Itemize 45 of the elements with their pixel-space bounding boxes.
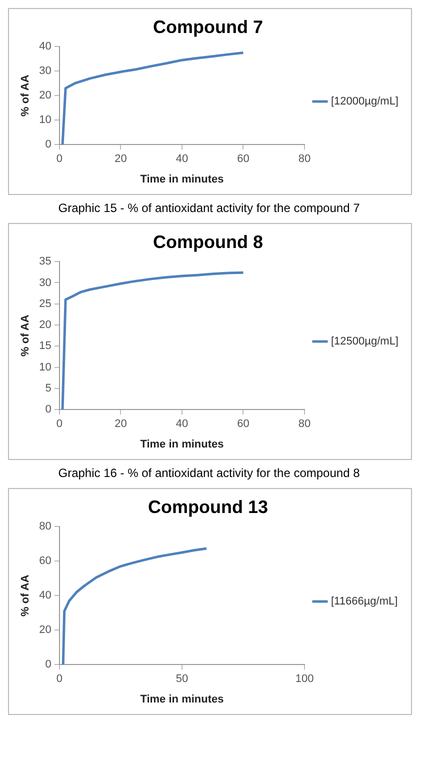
y-axis-title: % of AA [20,74,32,116]
chart-title: Compound 8 [153,232,263,252]
x-axis-title: Time in minutes [140,693,224,706]
x-axis-title: Time in minutes [140,438,224,450]
y-tick-label: 20 [39,319,52,332]
x-tick-label: 40 [176,418,188,430]
y-tick-label: 15 [39,340,52,352]
y-tick-label: 35 [39,256,52,268]
text: Graphic 16 - % of antioxidant activity for the compound 8 [57,466,361,480]
x-tick-label: 100 [295,673,314,686]
y-tick-label: 40 [39,590,52,602]
y-tick-label: 30 [39,276,52,289]
x-tick-label: 80 [298,418,311,430]
x-tick-label: 60 [237,418,250,430]
y-tick-label: 40 [39,40,52,53]
x-tick-label: 20 [114,153,127,166]
y-tick-label: 20 [39,624,52,636]
chart-title: Compound 7 [153,16,263,37]
legend-label: [12000µg/mL] [331,96,398,108]
x-tick-label: 40 [176,153,188,166]
y-tick-label: 0 [45,404,52,416]
x-axis-title: Time in minutes [140,173,224,186]
y-tick-label: 25 [39,298,52,310]
x-tick-label: 50 [176,673,188,686]
x-tick-label: 0 [56,418,62,430]
legend-label: [11666µg/mL] [331,596,398,608]
y-tick-label: 10 [39,361,52,374]
y-tick-label: 0 [45,658,52,671]
x-tick-label: 0 [56,673,62,686]
x-tick-label: 80 [298,153,311,166]
y-tick-label: 60 [39,555,52,568]
legend-label: [12500µg/mL] [331,336,398,348]
x-tick-label: 0 [56,153,62,166]
y-tick-label: 10 [39,114,52,126]
y-tick-label: 0 [45,138,52,151]
y-tick-label: 5 [45,382,52,394]
y-tick-label: 20 [39,90,52,102]
y-tick-label: 30 [39,65,52,78]
y-tick-label: 80 [39,520,52,533]
y-axis-title: % of AA [20,574,32,616]
chart-title: Compound 13 [148,496,268,517]
text: Graphic 15 - % of antioxidant activity for the compound 7 [57,201,361,215]
x-tick-label: 60 [237,153,250,166]
y-axis-title: % of AA [20,314,32,356]
x-tick-label: 20 [114,418,127,430]
